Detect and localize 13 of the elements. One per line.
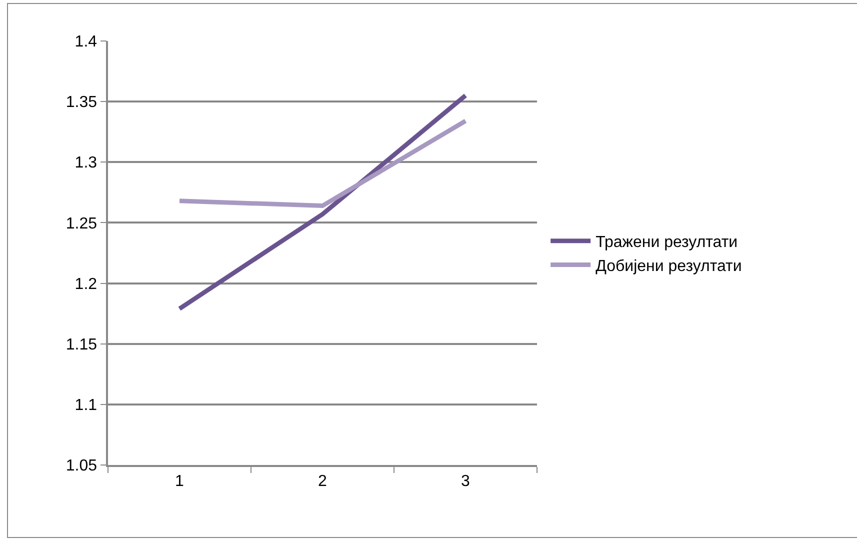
y-tick-label: 1.35 [66, 94, 98, 112]
y-tick-label: 1.25 [66, 215, 98, 232]
y-tick-label: 1.2 [74, 276, 98, 293]
legend-label: Добијени резултати [596, 258, 742, 275]
y-tick-label: 1.05 [66, 458, 98, 475]
y-tick-label: 1.3 [74, 154, 98, 172]
x-tick-label: 2 [318, 472, 328, 490]
y-tick-label: 1.15 [66, 336, 98, 354]
y-tick-label: 1.4 [74, 34, 98, 51]
x-tick-label: 3 [461, 472, 470, 490]
x-tick-label: 1 [175, 472, 184, 490]
y-tick-label: 1.1 [74, 397, 98, 414]
legend-label: Тражени резултати [596, 234, 738, 252]
